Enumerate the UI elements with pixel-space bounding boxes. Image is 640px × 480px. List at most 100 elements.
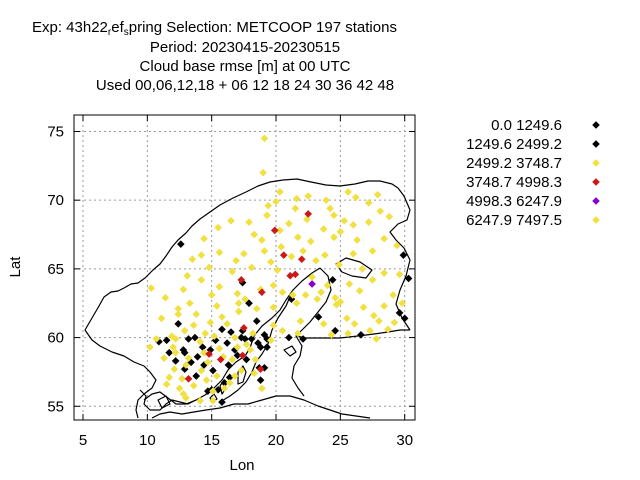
- data-point-series-2: [330, 233, 338, 242]
- data-point-series-0: [227, 328, 235, 336]
- data-point-series-0: [224, 361, 233, 369]
- data-point-series-2: [212, 372, 221, 380]
- data-point-series-2: [292, 299, 301, 308]
- data-point-series-3: [205, 350, 213, 358]
- plot-frame: [73, 114, 416, 421]
- plot-border: [73, 114, 416, 421]
- data-point-series-2: [233, 289, 242, 298]
- data-point-series-2: [340, 216, 349, 225]
- data-point-series-2: [202, 376, 211, 385]
- coastline-scandinavia: [84, 178, 399, 331]
- data-point-series-2: [294, 329, 302, 338]
- data-point-series-2: [296, 317, 305, 325]
- data-point-series-0: [242, 355, 251, 364]
- data-point-series-2: [209, 396, 217, 405]
- legend-label-4: 4998.3 6247.9: [466, 193, 562, 210]
- data-point-series-2: [313, 295, 322, 303]
- coastline-sweden-east: [219, 291, 293, 403]
- y-tick-label: 60: [47, 330, 64, 347]
- legend-marker-5: [592, 216, 600, 224]
- data-point-series-0: [260, 363, 269, 372]
- coastline-germany-poland: [151, 395, 371, 419]
- data-point-series-2: [233, 343, 242, 352]
- data-point-series-2: [197, 251, 206, 260]
- data-point-series-2: [228, 355, 237, 364]
- data-point-series-2: [251, 355, 260, 364]
- data-point-series-2: [196, 337, 204, 346]
- data-point-series-2: [395, 270, 404, 279]
- data-point-series-2: [260, 134, 269, 143]
- data-point-series-2: [248, 329, 257, 338]
- data-point-series-2: [171, 348, 180, 357]
- data-point-series-2: [146, 343, 154, 352]
- data-point-series-0: [256, 343, 265, 352]
- data-point-series-2: [369, 311, 378, 320]
- data-point-series-2: [380, 269, 388, 277]
- data-point-series-2: [189, 381, 198, 390]
- data-point-series-2: [210, 332, 219, 341]
- data-point-series-2: [197, 275, 206, 284]
- data-point-series-3: [238, 351, 247, 360]
- data-point-series-2: [342, 314, 351, 323]
- data-point-series-0: [191, 333, 199, 342]
- data-point-series-0: [184, 335, 193, 343]
- data-point-series-3: [286, 271, 295, 280]
- data-point-series-2: [192, 310, 201, 319]
- data-point-series-2: [232, 256, 241, 265]
- data-point-series-2: [317, 288, 325, 297]
- data-point-series-2: [364, 218, 373, 227]
- data-point-series-2: [237, 366, 246, 375]
- data-point-series-0: [211, 336, 220, 345]
- data-point-series-0: [176, 240, 185, 249]
- data-point-series-3: [304, 210, 313, 218]
- data-point-series-0: [174, 319, 183, 328]
- data-point-series-0: [193, 352, 202, 361]
- data-point-series-2: [188, 255, 197, 264]
- data-point-series-2: [321, 251, 329, 260]
- data-points: [146, 134, 413, 407]
- data-point-series-2: [336, 227, 345, 236]
- data-point-series-2: [294, 233, 302, 242]
- data-point-series-2: [250, 230, 259, 239]
- data-point-series-2: [335, 260, 343, 269]
- data-point-series-2: [266, 336, 275, 345]
- chart-subtitle-used: Used 00,06,12,18 + 06 12 18 24 30 36 42 …: [96, 77, 394, 94]
- data-point-series-2: [277, 243, 286, 251]
- legend-label-5: 6247.9 7497.5: [466, 212, 562, 229]
- legend-marker-3: [592, 178, 600, 186]
- data-point-series-2: [223, 319, 232, 328]
- data-point-series-0: [314, 313, 323, 321]
- data-point-series-0: [263, 343, 271, 352]
- data-point-series-2: [182, 361, 190, 369]
- data-point-series-2: [368, 247, 377, 255]
- data-point-series-0: [165, 348, 174, 357]
- data-point-series-0: [218, 398, 226, 407]
- x-tick-label: 20: [268, 432, 285, 449]
- data-point-series-2: [389, 291, 398, 299]
- data-point-series-2: [276, 226, 284, 235]
- data-point-series-2: [323, 281, 332, 290]
- data-point-series-2: [200, 234, 208, 243]
- data-point-series-0: [192, 372, 201, 380]
- data-point-series-2: [241, 295, 250, 303]
- data-point-series-2: [260, 247, 269, 255]
- data-point-series-0: [171, 357, 180, 365]
- data-point-series-2: [228, 267, 237, 276]
- data-point-series-0: [400, 314, 409, 323]
- data-point-series-2: [269, 303, 278, 312]
- data-point-series-2: [303, 215, 311, 224]
- legend-label-0: 0.0 1249.6: [491, 117, 562, 134]
- legend-marker-0: [592, 121, 600, 129]
- data-point-series-2: [160, 354, 168, 363]
- coastline-baltic-states: [291, 335, 305, 397]
- data-point-series-2: [331, 293, 340, 302]
- data-point-series-2: [259, 168, 268, 177]
- data-point-series-0: [245, 299, 253, 308]
- data-point-series-2: [278, 288, 287, 297]
- data-point-series-0: [357, 330, 365, 339]
- data-point-series-4: [308, 280, 316, 288]
- data-point-series-2: [306, 237, 315, 246]
- data-point-series-2: [165, 373, 174, 382]
- x-tick-label: 25: [332, 432, 349, 449]
- data-point-series-2: [380, 302, 388, 310]
